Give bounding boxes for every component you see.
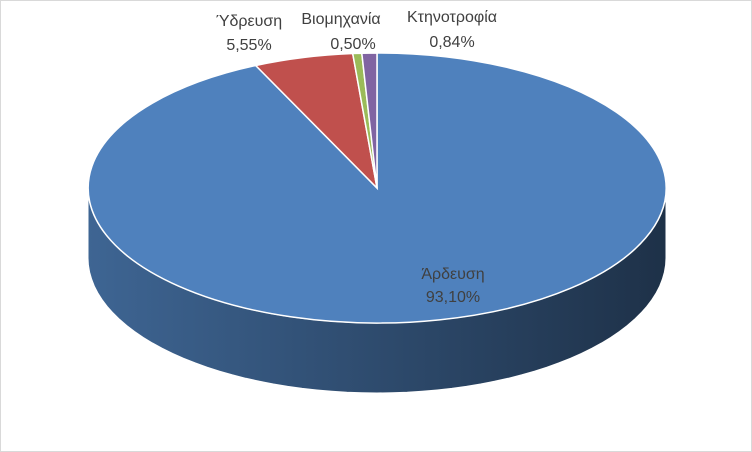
value-label: 0,84%	[429, 34, 474, 51]
category-label: Άρδευση	[421, 266, 484, 283]
value-label: 0,50%	[330, 36, 375, 53]
category-label: Βιομηχανία	[301, 11, 380, 28]
value-label: 93,10%	[426, 289, 480, 306]
value-label: 5,55%	[226, 37, 271, 54]
pie-slice	[360, 52, 378, 189]
category-label: Ύδρευση	[216, 13, 282, 30]
category-label: Κτηνοτροφία	[407, 9, 497, 26]
